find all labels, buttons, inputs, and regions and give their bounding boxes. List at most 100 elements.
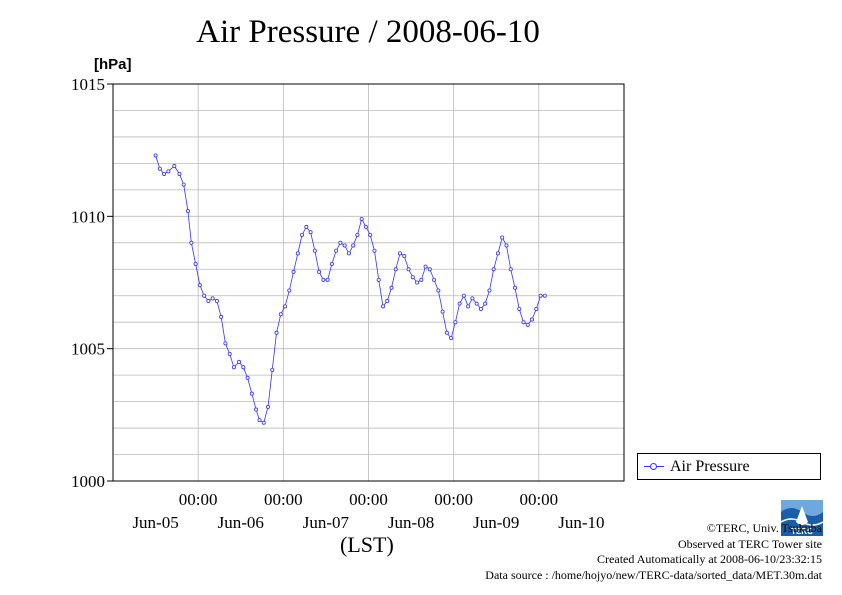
data-point <box>312 248 317 253</box>
data-point <box>406 267 411 272</box>
data-point <box>270 367 275 372</box>
credit-source: Data source : /home/hojyo/new/TERC-data/… <box>485 567 822 582</box>
data-point <box>534 306 539 311</box>
x-tick-date-label: Jun-05 <box>132 513 178 532</box>
data-point <box>474 301 479 306</box>
data-point <box>512 285 517 290</box>
x-tick-time-label: 00:00 <box>264 490 303 509</box>
x-tick-date-label: Jun-08 <box>388 513 434 532</box>
data-point <box>372 248 377 253</box>
data-point <box>376 277 381 282</box>
x-tick-time-label: 00:00 <box>519 490 558 509</box>
data-point <box>245 375 250 380</box>
data-point <box>363 224 368 229</box>
data-point <box>368 232 373 237</box>
x-tick-date-label: Jun-06 <box>218 513 264 532</box>
logo-text: TERC <box>791 527 813 536</box>
data-point <box>342 243 347 248</box>
data-point <box>321 277 326 282</box>
data-point <box>295 251 300 256</box>
data-point <box>266 404 271 409</box>
x-axis-label: (LST) <box>340 532 394 557</box>
series-line <box>155 155 545 424</box>
data-point <box>210 296 215 301</box>
chart-title: Air Pressure / 2008-06-10 <box>196 14 540 50</box>
terc-logo-icon: TERC <box>781 500 823 536</box>
data-point <box>300 232 305 237</box>
legend-label: Air Pressure <box>670 458 750 475</box>
x-tick-date-label: Jun-10 <box>558 513 604 532</box>
data-point <box>470 296 475 301</box>
data-point <box>440 309 445 314</box>
data-point <box>338 240 343 245</box>
credit-created: Created Automatically at 2008-06-10/23:3… <box>597 552 822 566</box>
axes <box>107 83 625 482</box>
data-point <box>530 317 535 322</box>
data-point <box>444 330 449 335</box>
data-point <box>278 312 283 317</box>
data-point <box>219 314 224 319</box>
data-point <box>351 243 356 248</box>
data-point <box>389 285 394 290</box>
data-point <box>329 261 334 266</box>
data-point <box>436 288 441 293</box>
data-point <box>274 330 279 335</box>
data-point <box>261 420 266 425</box>
data-point <box>483 301 488 306</box>
data-point <box>317 269 322 274</box>
data-point <box>410 275 415 280</box>
data-point <box>380 304 385 309</box>
data-point <box>202 293 207 298</box>
data-point <box>423 264 428 269</box>
data-point <box>432 277 437 282</box>
data-point <box>415 280 420 285</box>
plot-frame <box>112 83 625 482</box>
data-point <box>241 365 246 370</box>
data-point <box>461 293 466 298</box>
data-point <box>487 288 492 293</box>
data-point <box>223 341 228 346</box>
data-point <box>283 304 288 309</box>
data-point <box>393 267 398 272</box>
data-point <box>231 365 236 370</box>
credit-copyright: ©TERC, Univ. Tsukuba <box>706 521 822 535</box>
data-point <box>304 224 309 229</box>
data-point <box>525 322 530 327</box>
x-tick-time-label: 00:00 <box>179 490 218 509</box>
data-point <box>257 418 262 423</box>
y-tick-label: 1015 <box>71 75 105 94</box>
data-point <box>491 267 496 272</box>
data-point <box>385 299 390 304</box>
data-point <box>254 407 259 412</box>
data-point <box>325 277 330 282</box>
data-point <box>453 320 458 325</box>
data-point <box>346 251 351 256</box>
data-point <box>214 299 219 304</box>
grid <box>113 84 624 481</box>
data-point <box>521 320 526 325</box>
data-point <box>359 216 364 221</box>
x-tick-time-label: 00:00 <box>349 490 388 509</box>
y-unit-label: [hPa] <box>94 56 132 73</box>
legend-marker <box>650 463 657 470</box>
data-point <box>193 261 198 266</box>
data-point <box>478 306 483 311</box>
data-point <box>291 269 296 274</box>
y-tick-label: 1005 <box>71 340 105 359</box>
data-point <box>249 391 254 396</box>
data-point <box>402 254 407 259</box>
data-point <box>153 153 158 158</box>
data-point <box>500 235 505 240</box>
data-point <box>449 336 454 341</box>
data-point <box>355 232 360 237</box>
x-tick-date-label: Jun-07 <box>303 513 350 532</box>
credit-observed: Observed at TERC Tower site <box>677 536 822 551</box>
data-point <box>189 240 194 245</box>
data-point <box>172 164 177 169</box>
data-point <box>427 267 432 272</box>
data-point <box>157 166 162 171</box>
data-point <box>181 182 186 187</box>
y-tick-label: 1010 <box>71 207 105 226</box>
data-point <box>334 248 339 253</box>
